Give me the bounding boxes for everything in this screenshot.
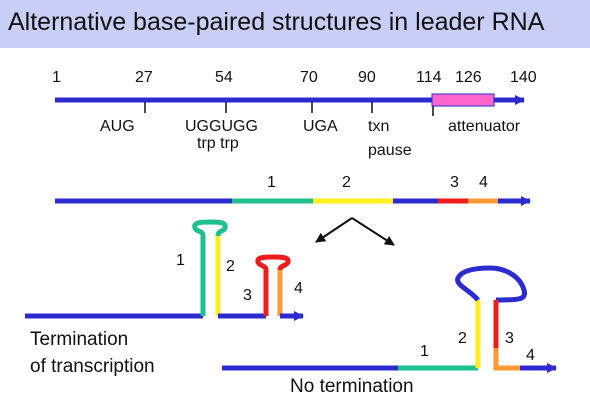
position-label-126: 126 xyxy=(455,69,482,86)
trp-trp-label: trp trp xyxy=(197,135,239,152)
diagram-title: Alternative base-paired structures in le… xyxy=(8,8,545,36)
attenuator-label: attenuator xyxy=(448,118,521,135)
region-label-1: 1 xyxy=(267,174,276,191)
position-map: 1 27 54 70 90 114 126 140 AUG UGGUGG trp… xyxy=(52,69,537,159)
region-label-4: 4 xyxy=(479,174,488,191)
aug-label: AUG xyxy=(100,118,135,135)
position-label-114: 114 xyxy=(416,69,442,86)
position-label-70: 70 xyxy=(300,69,318,86)
right-region-label-2: 2 xyxy=(458,330,467,347)
region-label-3: 3 xyxy=(450,174,459,191)
right-region-4-segment xyxy=(493,348,520,371)
no-termination-structure: 1 2 3 4 No termination xyxy=(222,265,557,397)
position-label-1: 1 xyxy=(52,69,61,86)
left-loop-1-2 xyxy=(192,219,228,237)
termination-structure: 1 2 3 4 Termination of transcription xyxy=(25,219,304,377)
position-label-90: 90 xyxy=(358,69,376,86)
termination-caption-line1: Termination xyxy=(30,329,128,350)
pause-label: pause xyxy=(368,142,412,159)
arrow-to-no-termination xyxy=(351,217,395,246)
uggugg-label: UGGUGG xyxy=(185,118,258,135)
attenuator-box xyxy=(431,93,495,107)
right-loop-2-3 xyxy=(455,265,528,303)
branch-arrows xyxy=(315,217,395,246)
right-region-label-4: 4 xyxy=(526,347,535,364)
position-label-140: 140 xyxy=(510,69,537,86)
right-region-label-1: 1 xyxy=(420,343,429,360)
uga-label: UGA xyxy=(303,118,338,135)
left-region-label-2: 2 xyxy=(226,258,235,275)
left-region-label-3: 3 xyxy=(243,287,252,304)
region-label-2: 2 xyxy=(342,174,351,191)
position-label-27: 27 xyxy=(135,69,153,86)
left-region-label-4: 4 xyxy=(294,280,303,297)
txn-label: txn xyxy=(368,118,389,135)
no-termination-caption: No termination xyxy=(290,376,414,397)
left-region-label-1: 1 xyxy=(176,252,185,269)
left-loop-3-4 xyxy=(255,254,291,271)
right-region-label-3: 3 xyxy=(505,330,514,347)
title-bar: Alternative base-paired structures in le… xyxy=(0,0,590,48)
position-label-54: 54 xyxy=(215,69,233,86)
termination-caption-line2: of transcription xyxy=(30,356,155,377)
arrow-to-termination xyxy=(315,217,353,243)
regions-line: 1 2 3 4 xyxy=(55,174,531,206)
